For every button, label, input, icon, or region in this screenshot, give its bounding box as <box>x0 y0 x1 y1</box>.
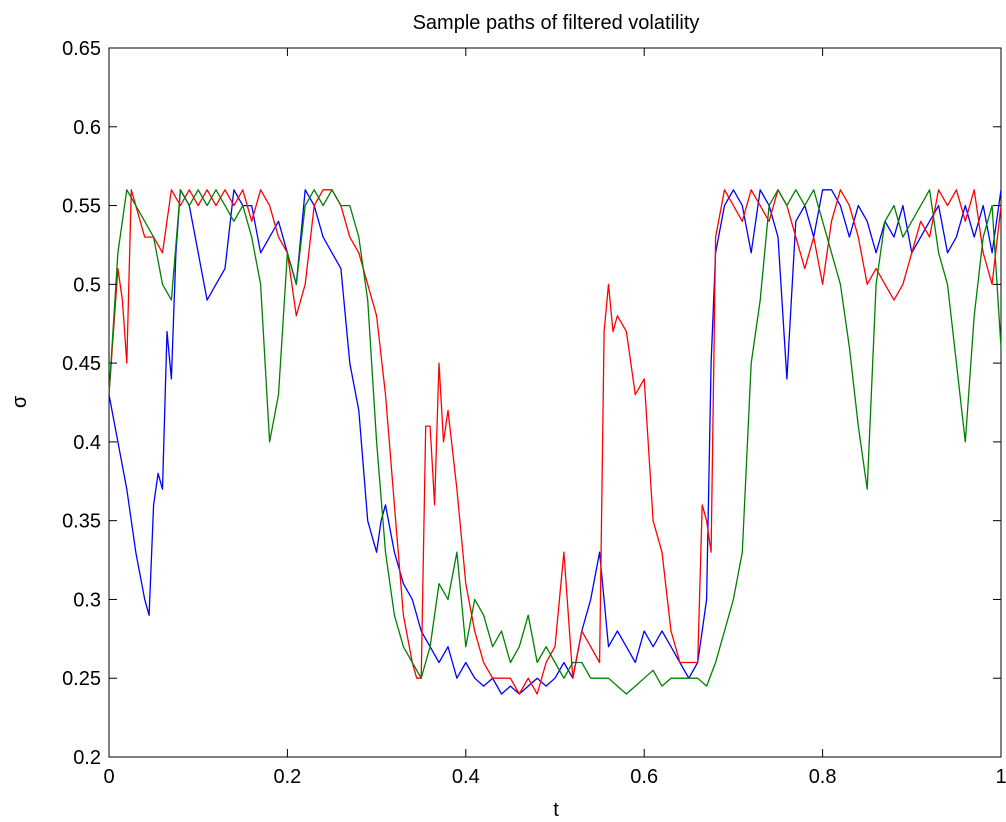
y-axis-label: σ <box>9 395 31 408</box>
y-tick-label: 0.2 <box>73 747 101 769</box>
x-tick-label: 0.8 <box>809 766 837 788</box>
y-tick-label: 0.5 <box>73 274 101 296</box>
x-tick-label: 0.2 <box>273 766 301 788</box>
x-tick-label: 0.4 <box>452 766 480 788</box>
y-tick-label: 0.3 <box>73 589 101 611</box>
y-tick-label: 0.6 <box>73 117 101 139</box>
y-tick-labels: 0.2 0.25 0.3 0.35 0.4 0.45 0.5 0.55 0.6 0.65 <box>62 38 101 769</box>
ticks-layer <box>108 47 1002 758</box>
y-tick-label: 0.4 <box>73 432 101 454</box>
y-tick-label: 0.65 <box>62 38 101 60</box>
x-tick-label: 0.6 <box>630 766 658 788</box>
series-line-3 <box>108 189 1002 695</box>
y-tick-label: 0.55 <box>62 196 101 218</box>
chart-title: Sample paths of filtered volatility <box>413 12 700 34</box>
series-line-1 <box>108 189 1002 695</box>
y-tick-label: 0.25 <box>62 668 101 690</box>
y-tick-label: 0.35 <box>62 511 101 533</box>
x-tick-label: 1 <box>995 766 1006 788</box>
x-tick-labels: 0 0.2 0.4 0.6 0.8 1 <box>103 766 1006 788</box>
x-tick-label: 0 <box>103 766 114 788</box>
y-tick-label: 0.45 <box>62 353 101 375</box>
series-layer <box>108 189 1002 695</box>
x-axis-label: t <box>553 799 559 821</box>
plot-frame <box>108 47 1002 758</box>
series-line-2 <box>108 189 1002 695</box>
